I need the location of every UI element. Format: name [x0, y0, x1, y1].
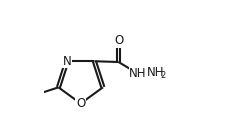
Text: 2: 2: [160, 71, 165, 80]
Text: O: O: [76, 97, 85, 110]
Text: NH: NH: [147, 66, 165, 79]
Text: O: O: [114, 35, 123, 48]
Text: NH: NH: [129, 67, 147, 80]
Text: N: N: [63, 55, 71, 68]
